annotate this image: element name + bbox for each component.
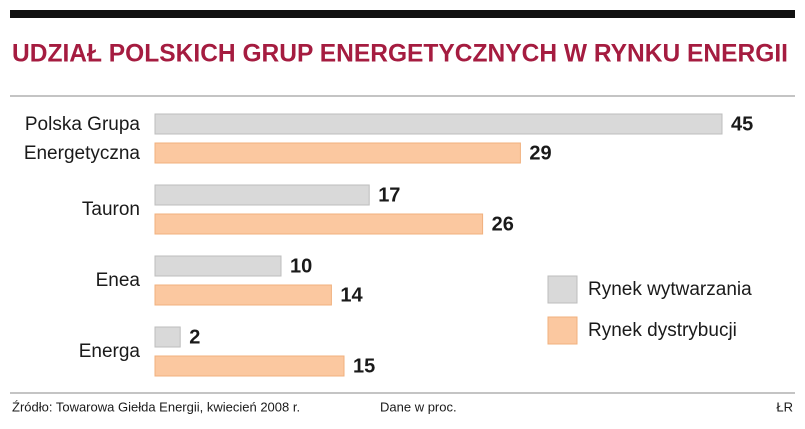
category-label: Energa bbox=[78, 341, 140, 362]
credit: ŁR bbox=[776, 399, 793, 414]
category-label: Polska Grupa Energetyczna bbox=[23, 113, 140, 164]
note: Dane w proc. bbox=[380, 399, 457, 414]
value-label: 29 bbox=[529, 142, 551, 164]
value-label: 14 bbox=[340, 284, 363, 306]
source: Źródło: Towarowa Giełda Energii, kwiecie… bbox=[12, 399, 300, 414]
value-label: 10 bbox=[290, 255, 312, 277]
value-label: 45 bbox=[731, 113, 753, 135]
legend-label: Rynek wytwarzania bbox=[588, 279, 752, 300]
bar bbox=[154, 113, 723, 135]
bar bbox=[154, 213, 484, 235]
legend-swatch bbox=[547, 316, 578, 345]
bar bbox=[154, 255, 282, 277]
bar bbox=[154, 284, 332, 306]
category-label: Enea bbox=[95, 270, 140, 291]
chart-title: UDZIAŁ POLSKICH GRUP ENERGETYCZNYCH W RY… bbox=[12, 40, 788, 68]
category-label: Tauron bbox=[81, 199, 140, 220]
bar bbox=[154, 326, 181, 348]
value-label: 15 bbox=[353, 355, 375, 377]
value-label: 26 bbox=[492, 213, 514, 235]
value-label: 17 bbox=[378, 184, 400, 206]
bar bbox=[154, 184, 370, 206]
bar bbox=[154, 142, 521, 164]
legend-swatch bbox=[547, 275, 578, 304]
top-rule bbox=[10, 10, 795, 18]
legend-label: Rynek dystrybucji bbox=[588, 320, 737, 341]
value-label: 2 bbox=[189, 326, 200, 348]
bar bbox=[154, 355, 345, 377]
